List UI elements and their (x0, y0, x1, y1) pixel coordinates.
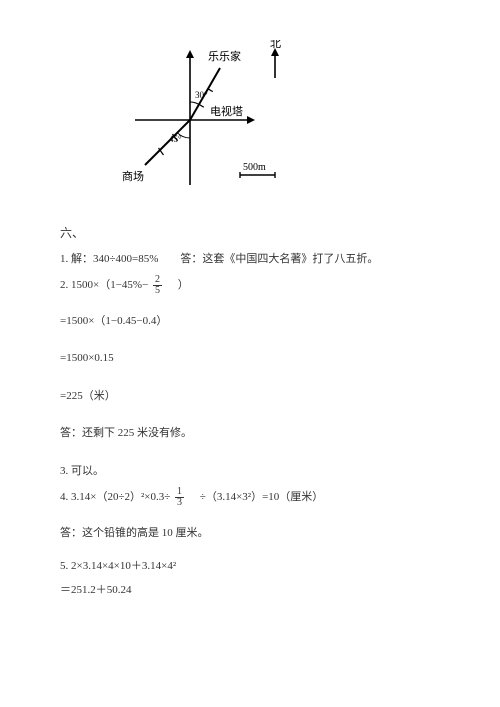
q4-answer: 答：这个铅锥的高是 10 厘米。 (60, 526, 440, 541)
angle-30-label: 30° (195, 90, 208, 100)
q2-step3: =225（米） (60, 389, 440, 404)
scale-label: 500m (243, 162, 266, 173)
diagram-svg: 北 乐乐家 30° 商场 45° 电视塔 500m (110, 40, 300, 200)
q5-line1: 5. 2×3.14×4×10＋3.14×4² (60, 559, 440, 574)
q4-expr: 4. 3.14×（20÷2）²×0.3÷ 1 3 ÷（3.14×3²）=10（厘… (60, 487, 440, 508)
q2-frac-den: 5 (153, 286, 162, 296)
q4-frac-den: 3 (175, 498, 184, 508)
q1-line: 1. 解：340÷400=85% 答：这套《中国四大名著》打了八五折。 (60, 252, 440, 267)
section-6-title: 六、 (60, 225, 440, 242)
q4-expr-b: ÷（3.14×3²）=10（厘米） (189, 491, 324, 503)
q2-step1: =1500×（1−0.45−0.4） (60, 314, 440, 329)
q3-line: 3. 可以。 (60, 464, 440, 479)
q2-answer: 答：还剩下 225 米没有修。 (60, 426, 440, 441)
tvtower-label: 电视塔 (210, 104, 243, 118)
north-label: 北 (270, 40, 281, 50)
q2-fraction: 2 5 (153, 275, 162, 296)
q2-expr: 2. 1500×（1−45%− 2 5 ） (60, 275, 440, 296)
angle-45-label: 45° (169, 134, 182, 144)
q5-line2: ＝251.2＋50.24 (60, 583, 440, 598)
q2-prefix: 2. 1500×（1−45%− (60, 279, 148, 291)
q2-suffix: ） (167, 279, 189, 291)
mall-label: 商场 (122, 169, 144, 183)
direction-diagram: 北 乐乐家 30° 商场 45° 电视塔 500m (110, 40, 440, 205)
q4-fraction: 1 3 (175, 487, 184, 508)
q4-expr-a: 4. 3.14×（20÷2）²×0.3÷ (60, 491, 170, 503)
q2-step2: =1500×0.15 (60, 351, 440, 366)
home-label: 乐乐家 (208, 49, 241, 63)
